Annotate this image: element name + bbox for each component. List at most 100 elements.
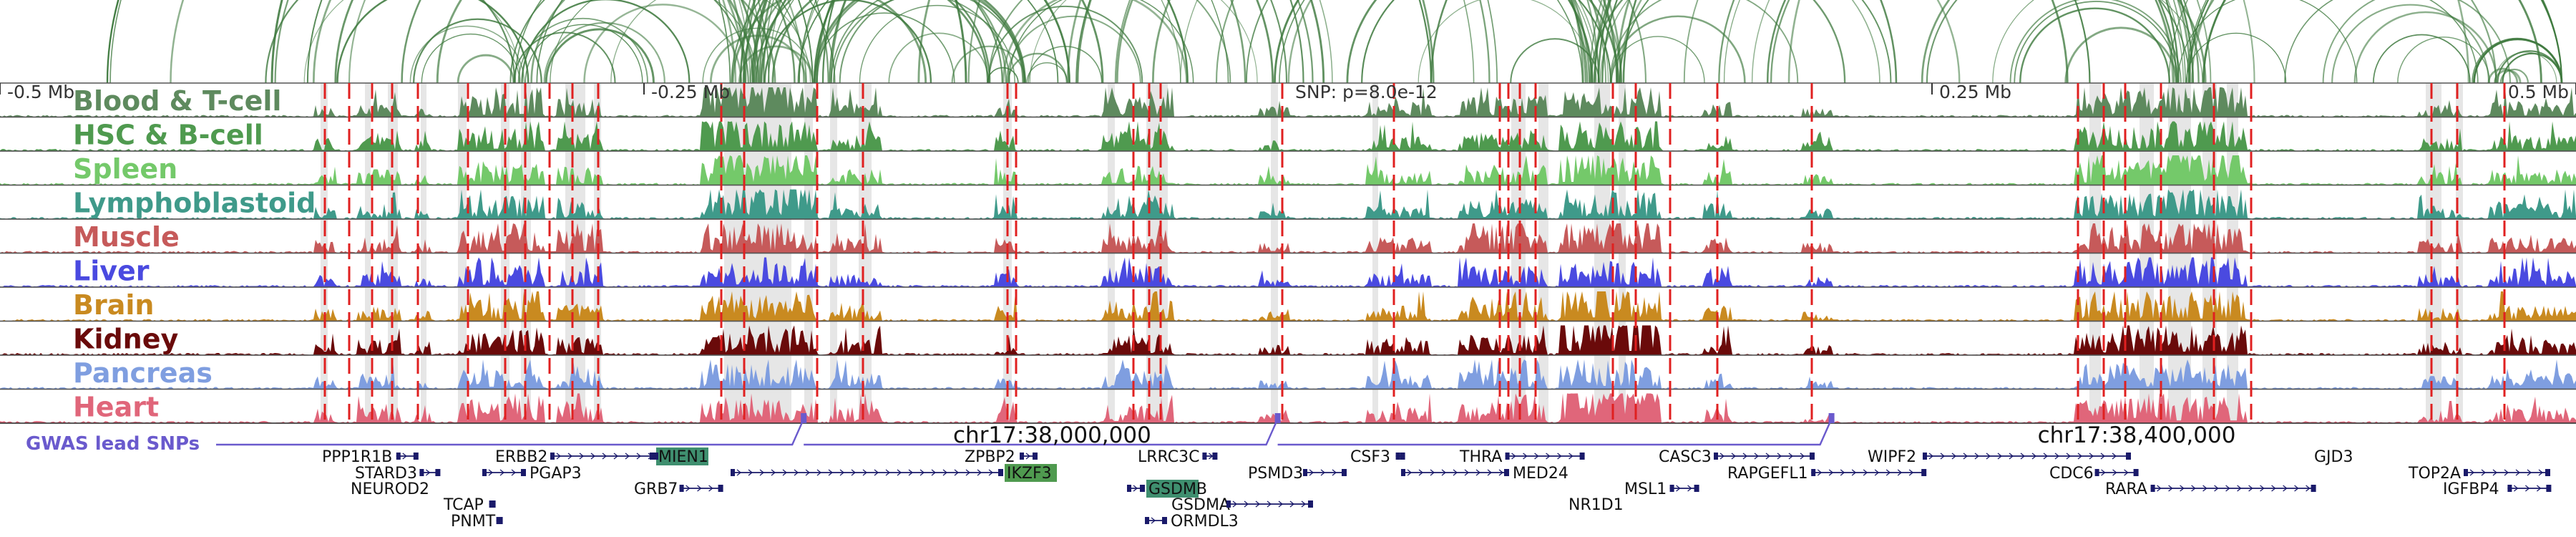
loop-arc — [1153, 0, 1587, 83]
loop-arc — [265, 0, 516, 84]
gene-label: NR1D1 — [1568, 496, 1624, 514]
loop-arc — [731, 0, 1003, 84]
loop-arc — [1346, 0, 1619, 84]
strand-arrow — [2031, 453, 2037, 460]
gene-exon — [1810, 453, 1815, 460]
gene: PNMT — [451, 513, 503, 531]
strand-arrow — [1897, 469, 1903, 476]
loop-arc — [1245, 0, 1600, 84]
track-label: Spleen — [73, 153, 177, 185]
loop-arc — [816, 0, 1024, 84]
gene-exon — [1395, 453, 1400, 460]
loop-arc — [525, 24, 643, 84]
loop-arc — [543, 22, 665, 84]
strand-arrow — [748, 469, 753, 476]
gene-exon — [1811, 469, 1816, 476]
strand-arrow — [1568, 453, 1574, 460]
track-label: Heart — [73, 392, 159, 423]
strand-arrow — [1687, 485, 1692, 492]
strand-arrow — [839, 469, 845, 476]
strand-arrow — [2248, 485, 2253, 492]
gene-label: GSDMA — [1171, 496, 1230, 514]
gene-label: PNMT — [451, 513, 496, 531]
strand-arrow — [1974, 453, 1980, 460]
gene-exon — [396, 453, 401, 460]
position-axis: SNP: p=8.0e-12 -0.5 Mb -0.25 Mb 0.25 Mb 0.5… — [0, 82, 2576, 102]
track-label: HSC & B-cell — [73, 120, 263, 151]
strand-arrow — [1557, 453, 1562, 460]
gene-label: CDC6 — [2049, 465, 2094, 483]
loop-arc — [1619, 0, 1892, 84]
strand-arrow — [2481, 469, 2487, 476]
strand-arrow — [1255, 500, 1261, 508]
strand-arrow — [1754, 453, 1760, 460]
strand-arrow — [1309, 469, 1314, 476]
gene: MED24 — [1401, 465, 1568, 483]
strand-arrow — [2524, 485, 2530, 492]
loop-arc — [2502, 52, 2562, 84]
loop-arc — [1006, 15, 1141, 84]
gene-exon — [1694, 485, 1699, 492]
gene-exon — [521, 469, 526, 476]
strand-arrow — [874, 469, 879, 476]
loop-arc — [1430, 0, 1898, 84]
strand-arrow — [2180, 485, 2185, 492]
strand-arrow — [2538, 469, 2544, 476]
gene-exon — [1308, 500, 1313, 508]
loop-arc — [2499, 68, 2529, 84]
strand-arrow — [1267, 500, 1272, 508]
loop-arc — [2009, 0, 2182, 84]
gene: TCAP — [443, 496, 496, 514]
gene: LRRC3C — [1138, 448, 1218, 466]
gene-exon — [1342, 469, 1347, 476]
strand-arrow — [2527, 469, 2532, 476]
gene-label: GJD3 — [2314, 448, 2353, 466]
strand-arrow — [1278, 500, 1284, 508]
chromatin-loop-arcs — [107, 0, 2563, 84]
strand-arrow — [2101, 469, 2106, 476]
loop-arc — [1029, 0, 1258, 84]
strand-arrow — [1418, 469, 1424, 476]
loop-arc — [409, 25, 525, 84]
loop-arc — [951, 46, 1027, 84]
strand-arrow — [2260, 485, 2265, 492]
loop-arc — [1510, 38, 1600, 84]
strand-arrow — [697, 485, 702, 492]
gene: PPP1R1B — [322, 448, 419, 466]
gene-label: IGFBP4 — [2443, 480, 2499, 498]
gene-label: TCAP — [443, 496, 484, 514]
gene-label: TOP2A — [2408, 465, 2461, 483]
loop-arc — [2185, 33, 2287, 84]
track-label: Blood & T-cell — [73, 85, 281, 117]
gene-highlight — [1146, 480, 1199, 498]
loop-arc — [2014, 1, 2179, 84]
gene: RAPGEFL1 — [1727, 465, 1927, 483]
strand-arrow — [2283, 485, 2288, 492]
strand-arrow — [954, 469, 960, 476]
gene-exon — [435, 469, 441, 476]
track-label: Lymphoblastoid — [73, 188, 316, 219]
strand-arrow — [2089, 453, 2094, 460]
strand-arrow — [2168, 485, 2173, 492]
strand-arrow — [613, 453, 619, 460]
axis-tick-label: 0.25 Mb — [1939, 82, 2011, 102]
strand-arrow — [1731, 453, 1737, 460]
strand-arrow — [2124, 469, 2129, 476]
chromosome-label: chr17:38,400,000 — [2038, 422, 2236, 448]
gene: NR1D1 — [1568, 496, 1624, 514]
gene-exon — [489, 500, 494, 508]
track-label: Muscle — [73, 221, 180, 253]
gene-label: CSF3 — [1350, 448, 1390, 466]
loop-arc — [1597, 0, 2180, 84]
strand-arrow — [2043, 453, 2049, 460]
loop-arc — [1114, 0, 1607, 84]
strand-arrow — [885, 469, 891, 476]
loop-arc — [2373, 34, 2471, 84]
gene-exon — [1140, 485, 1145, 492]
strand-arrow — [1928, 453, 1934, 460]
strand-arrow — [2237, 485, 2242, 492]
loop-arc — [1921, 0, 2207, 84]
gene-label: MIEN1 — [658, 448, 708, 466]
gene-exon — [1923, 453, 1927, 460]
strand-arrow — [1453, 469, 1458, 476]
